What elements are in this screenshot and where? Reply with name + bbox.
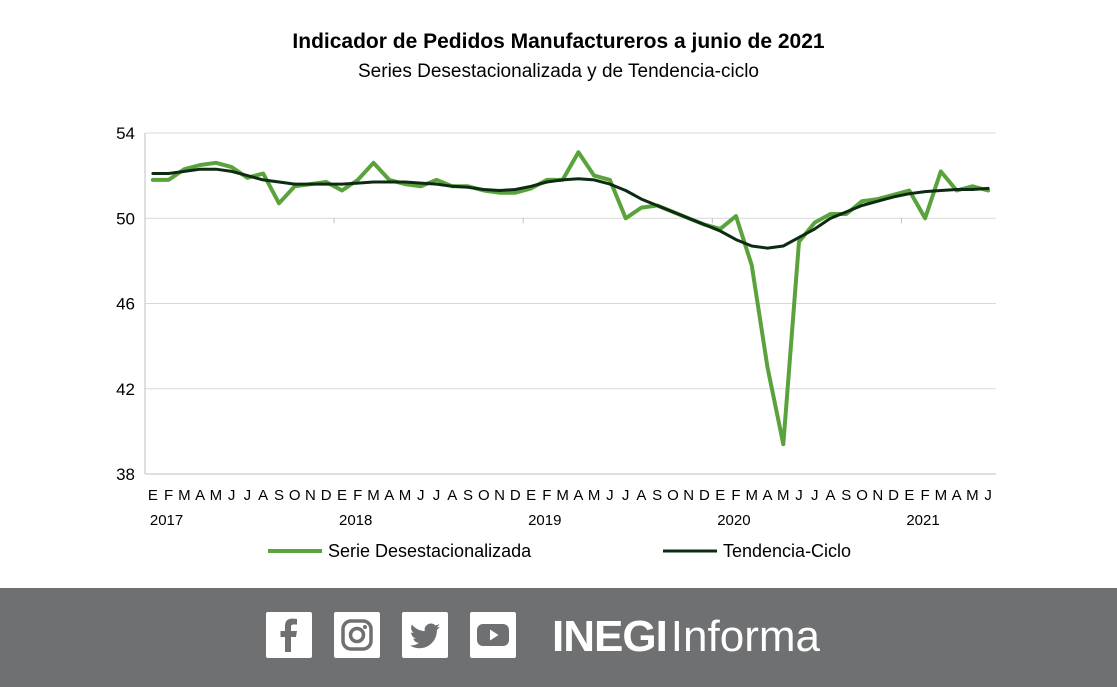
x-tick-label: N <box>305 487 316 504</box>
x-tick-label: D <box>321 487 332 504</box>
series-line-serie-desestacionalizada <box>150 150 991 447</box>
x-tick-label: A <box>952 487 962 504</box>
x-tick-label: J <box>606 487 614 504</box>
y-tick-label: 50 <box>116 209 135 228</box>
x-tick-label: M <box>935 487 948 504</box>
x-tick-label: J <box>244 487 252 504</box>
legend-label: Serie Desestacionalizada <box>328 541 532 561</box>
x-tick-label: J <box>433 487 441 504</box>
inegi-informa-logo: INEGIInforma <box>552 608 820 666</box>
x-tick-label: N <box>872 487 883 504</box>
x-tick-label: J <box>622 487 630 504</box>
y-tick-label: 38 <box>116 465 135 484</box>
x-tick-label: S <box>463 487 473 504</box>
y-tick-label: 42 <box>116 380 135 399</box>
year-label: 2021 <box>906 512 939 529</box>
x-tick-label: M <box>178 487 191 504</box>
brand-regular: Informa <box>670 612 820 661</box>
series-line-tendencia-ciclo <box>151 167 990 250</box>
x-tick-label: J <box>811 487 819 504</box>
x-tick-label: F <box>353 487 362 504</box>
x-tick-label: A <box>447 487 457 504</box>
x-tick-label: J <box>228 487 236 504</box>
x-tick-label: E <box>337 487 347 504</box>
facebook-icon[interactable] <box>266 612 312 658</box>
x-tick-label: O <box>478 487 490 504</box>
chart-subtitle: Series Desestacionalizada y de Tendencia… <box>358 61 759 82</box>
instagram-icon[interactable] <box>334 612 380 658</box>
x-tick-label: J <box>984 487 992 504</box>
x-tick-label: D <box>510 487 521 504</box>
x-tick-label: E <box>715 487 725 504</box>
x-tick-label: O <box>856 487 868 504</box>
brand-bold: INEGI <box>552 612 668 661</box>
x-tick-label: M <box>210 487 223 504</box>
x-tick-label: E <box>148 487 158 504</box>
x-tick-label: M <box>367 487 380 504</box>
x-tick-label: E <box>904 487 914 504</box>
x-tick-label: A <box>636 487 646 504</box>
year-label: 2020 <box>717 512 750 529</box>
x-tick-label: N <box>494 487 505 504</box>
x-tick-label: A <box>826 487 836 504</box>
x-tick-label: S <box>274 487 284 504</box>
x-tick-label: O <box>667 487 679 504</box>
x-tick-label: A <box>573 487 583 504</box>
year-label: 2017 <box>150 512 183 529</box>
x-tick-label: M <box>745 487 758 504</box>
x-tick-label: A <box>384 487 394 504</box>
x-tick-label: E <box>526 487 536 504</box>
year-label: 2018 <box>339 512 372 529</box>
x-tick-label: M <box>556 487 569 504</box>
x-tick-label: S <box>841 487 851 504</box>
x-tick-label: A <box>762 487 772 504</box>
chart-title: Indicador de Pedidos Manufactureros a ju… <box>292 30 825 53</box>
youtube-icon[interactable] <box>470 612 516 658</box>
x-tick-label: A <box>258 487 268 504</box>
x-tick-label: J <box>795 487 803 504</box>
x-tick-label: F <box>920 487 929 504</box>
y-tick-label: 46 <box>116 295 135 314</box>
twitter-icon[interactable] <box>402 612 448 658</box>
x-tick-label: A <box>195 487 205 504</box>
x-tick-label: O <box>289 487 301 504</box>
x-tick-label: D <box>888 487 899 504</box>
footer-bar: INEGIInforma <box>0 588 1117 687</box>
x-tick-label: J <box>417 487 425 504</box>
x-tick-label: M <box>777 487 790 504</box>
x-tick-label: F <box>542 487 551 504</box>
legend-label: Tendencia-Ciclo <box>723 541 851 561</box>
x-tick-label: F <box>731 487 740 504</box>
x-tick-label: M <box>966 487 979 504</box>
year-label: 2019 <box>528 512 561 529</box>
x-tick-label: N <box>683 487 694 504</box>
y-tick-label: 54 <box>116 124 135 143</box>
x-tick-label: D <box>699 487 710 504</box>
x-tick-label: M <box>399 487 412 504</box>
x-tick-label: F <box>164 487 173 504</box>
x-tick-label: M <box>588 487 601 504</box>
x-tick-label: S <box>652 487 662 504</box>
